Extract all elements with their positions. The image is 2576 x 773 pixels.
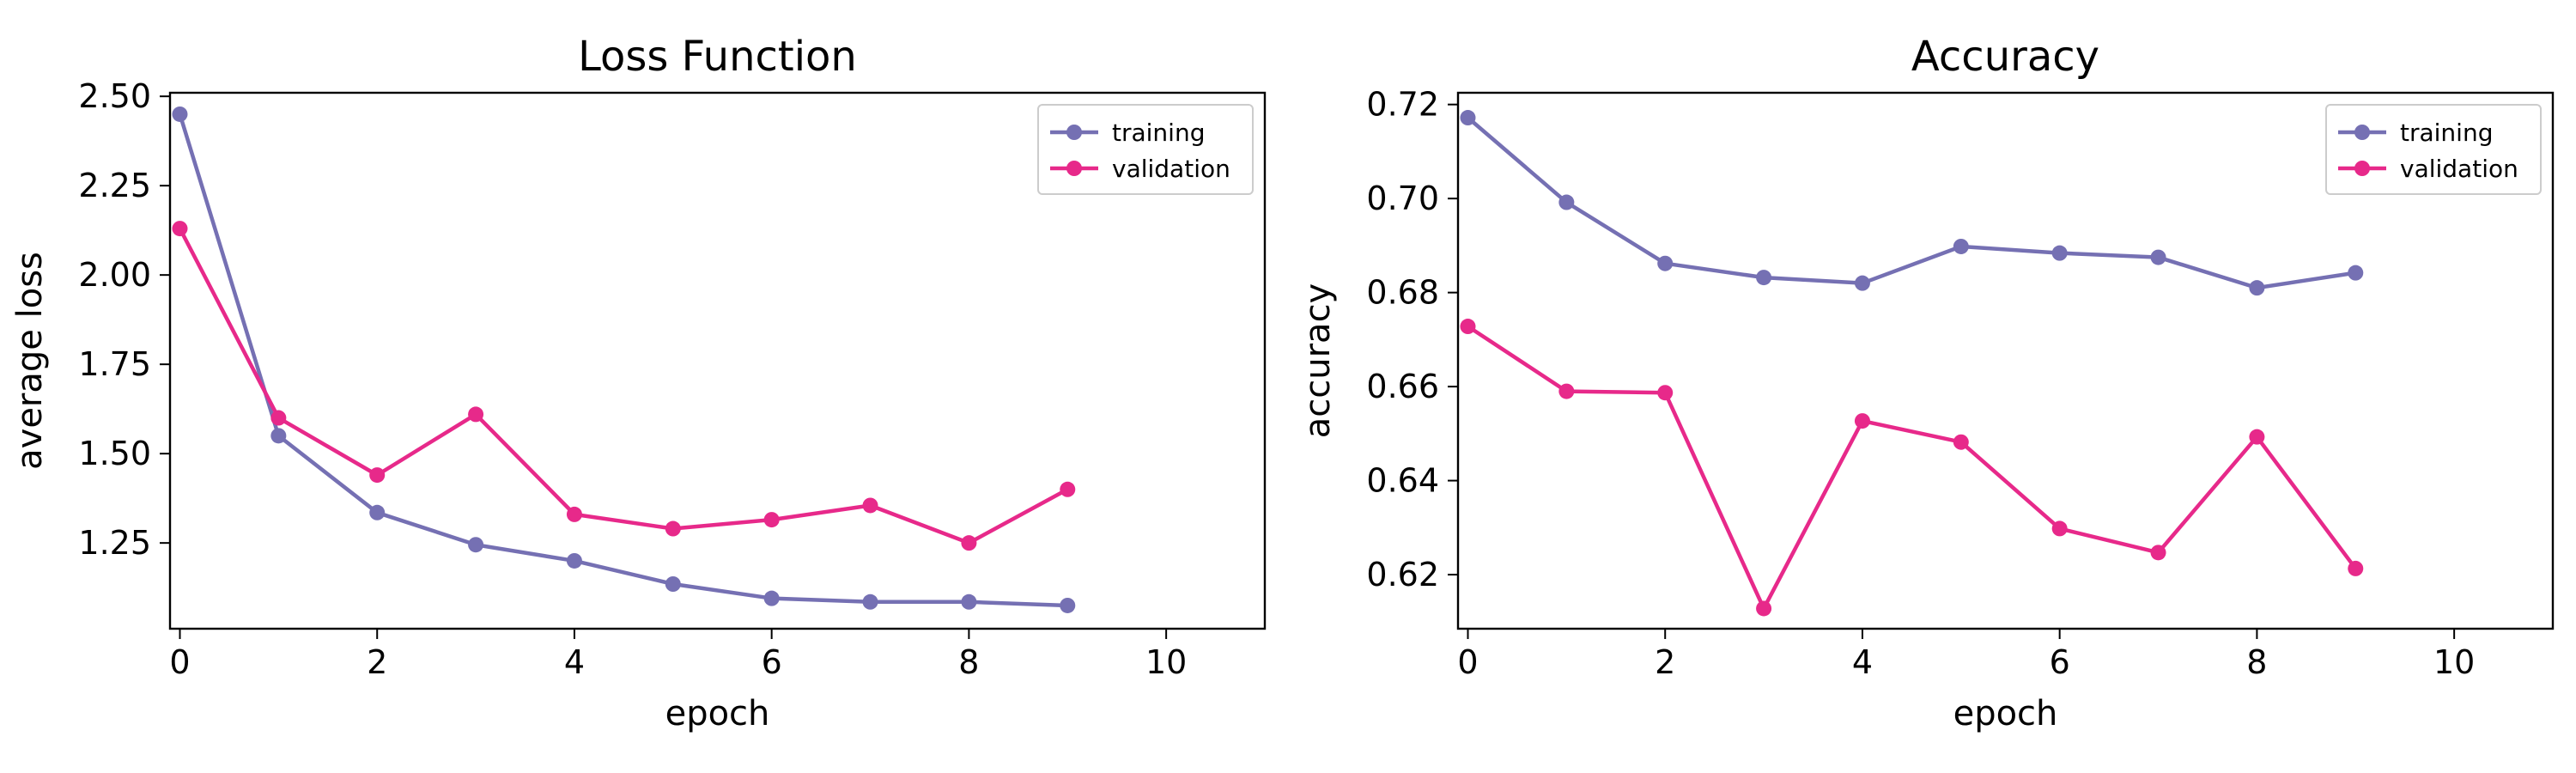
- loss-x-tick-label: 6: [762, 643, 782, 681]
- accuracy-chart: Accuracy epoch accuracy 0 2 4 6 8 100.620.640…: [1298, 33, 2555, 733]
- loss-validation-point: [665, 520, 681, 537]
- accuracy-training-point: [2150, 249, 2166, 265]
- accuracy-x-axis-label: epoch: [1953, 694, 2058, 733]
- accuracy-legend-label-validation: validation: [2400, 155, 2518, 183]
- loss-plot-area: [168, 91, 1267, 630]
- loss-ticks: 0 2 4 6 8 10 1.25 1.50 1.75 2.00 2.25 2.50: [78, 77, 1187, 681]
- accuracy-y-tick-label: 0.64: [1366, 462, 1439, 500]
- loss-training-point: [369, 504, 386, 520]
- accuracy-training-point: [2051, 245, 2068, 261]
- loss-y-tick-label: 2.50: [78, 77, 151, 115]
- loss-y-tick-label: 2.00: [78, 256, 151, 294]
- accuracy-ticks: 0 2 4 6 8 10 0.62 0.64 0.66 0.68 0.70 0.72: [1366, 86, 2475, 681]
- accuracy-x-tick-label: 10: [2433, 643, 2475, 681]
- loss-validation-point: [961, 535, 977, 551]
- loss-validation-point: [369, 467, 386, 484]
- accuracy-legend-marker-training: [2354, 125, 2370, 140]
- loss-legend-frame: [1037, 104, 1254, 195]
- accuracy-plot-area: [1456, 91, 2555, 630]
- loss-chart: Loss Function epoch average loss 0 2 4 6 8 10…: [10, 33, 1267, 733]
- accuracy-x-tick-label: 0: [1457, 643, 1478, 681]
- accuracy-validation-point: [2249, 429, 2265, 445]
- loss-training-point: [270, 428, 287, 444]
- accuracy-y-axis-label: accuracy: [1298, 283, 1338, 438]
- loss-x-axis-label: epoch: [665, 694, 770, 733]
- loss-legend-marker-training: [1066, 125, 1082, 140]
- accuracy-y-tick-label: 0.66: [1366, 368, 1439, 405]
- loss-validation-point: [270, 410, 287, 426]
- loss-legend-label-training: training: [1112, 119, 1205, 147]
- accuracy-x-tick-label: 6: [2050, 643, 2070, 681]
- loss-x-tick-label: 4: [564, 643, 585, 681]
- accuracy-training-point: [1460, 110, 1476, 126]
- accuracy-y-tick-label: 0.70: [1366, 180, 1439, 217]
- loss-y-tick-label: 2.25: [78, 167, 151, 204]
- accuracy-training-point: [1657, 255, 1674, 271]
- accuracy-legend-label-training: training: [2400, 119, 2493, 147]
- loss-training-point: [566, 552, 582, 569]
- loss-training-line: [178, 113, 1068, 608]
- accuracy-validation-point: [2051, 520, 2068, 537]
- accuracy-legend-marker-validation: [2354, 161, 2370, 176]
- accuracy-training-point: [1558, 194, 1575, 210]
- loss-training-point: [961, 593, 977, 610]
- accuracy-validation-point: [1657, 385, 1674, 401]
- loss-legend-label-validation: validation: [1112, 155, 1230, 183]
- accuracy-validation-point: [1756, 600, 1772, 617]
- loss-training-point: [1060, 597, 1076, 613]
- accuracy-validation-line: [1467, 325, 2358, 611]
- loss-legend: training validation: [1037, 104, 1254, 195]
- accuracy-x-tick-label: 4: [1852, 643, 1873, 681]
- accuracy-training-line: [1467, 116, 2356, 290]
- accuracy-validation-point: [1953, 434, 1969, 450]
- loss-y-tick-label: 1.25: [78, 524, 151, 562]
- loss-x-tick-label: 0: [169, 643, 190, 681]
- accuracy-training-point: [1953, 238, 1969, 254]
- loss-x-tick-label: 2: [367, 643, 387, 681]
- accuracy-x-tick-label: 8: [2246, 643, 2267, 681]
- accuracy-chart-title: Accuracy: [1911, 33, 2099, 81]
- loss-validation-point: [763, 512, 780, 528]
- accuracy-validation-point: [1854, 413, 1870, 429]
- accuracy-y-tick-label: 0.62: [1366, 556, 1439, 593]
- accuracy-x-tick-label: 2: [1655, 643, 1675, 681]
- loss-validation-point: [172, 221, 188, 237]
- loss-legend-marker-validation: [1066, 161, 1082, 176]
- loss-training-point: [665, 576, 681, 592]
- loss-x-tick-label: 8: [958, 643, 979, 681]
- loss-y-tick-label: 1.50: [78, 435, 151, 472]
- loss-y-axis-label: average loss: [10, 252, 50, 470]
- accuracy-y-tick-label: 0.72: [1366, 86, 1439, 124]
- accuracy-series: [1460, 110, 2364, 617]
- loss-training-point: [172, 106, 188, 122]
- loss-series: [172, 106, 1076, 613]
- accuracy-validation-point: [2348, 560, 2364, 576]
- loss-training-point: [468, 537, 484, 553]
- loss-validation-point: [566, 506, 582, 522]
- loss-validation-point: [1060, 481, 1076, 497]
- accuracy-validation-point: [1558, 383, 1575, 399]
- accuracy-validation-point: [1460, 319, 1476, 335]
- loss-x-tick-label: 10: [1145, 643, 1187, 681]
- accuracy-legend-frame: [2325, 104, 2542, 195]
- accuracy-training-point: [1756, 270, 1772, 286]
- accuracy-training-point: [1854, 275, 1870, 291]
- accuracy-training-point: [2348, 265, 2364, 281]
- accuracy-y-tick-label: 0.68: [1366, 274, 1439, 312]
- loss-validation-point: [862, 497, 878, 514]
- accuracy-validation-point: [2150, 545, 2166, 561]
- loss-y-tick-label: 1.75: [78, 345, 151, 383]
- loss-training-point: [862, 593, 878, 610]
- loss-chart-title: Loss Function: [578, 33, 857, 81]
- loss-validation-point: [468, 406, 484, 423]
- loss-training-point: [763, 590, 780, 606]
- accuracy-training-point: [2249, 280, 2265, 296]
- accuracy-legend: training validation: [2325, 104, 2542, 195]
- loss-validation-line: [178, 228, 1069, 545]
